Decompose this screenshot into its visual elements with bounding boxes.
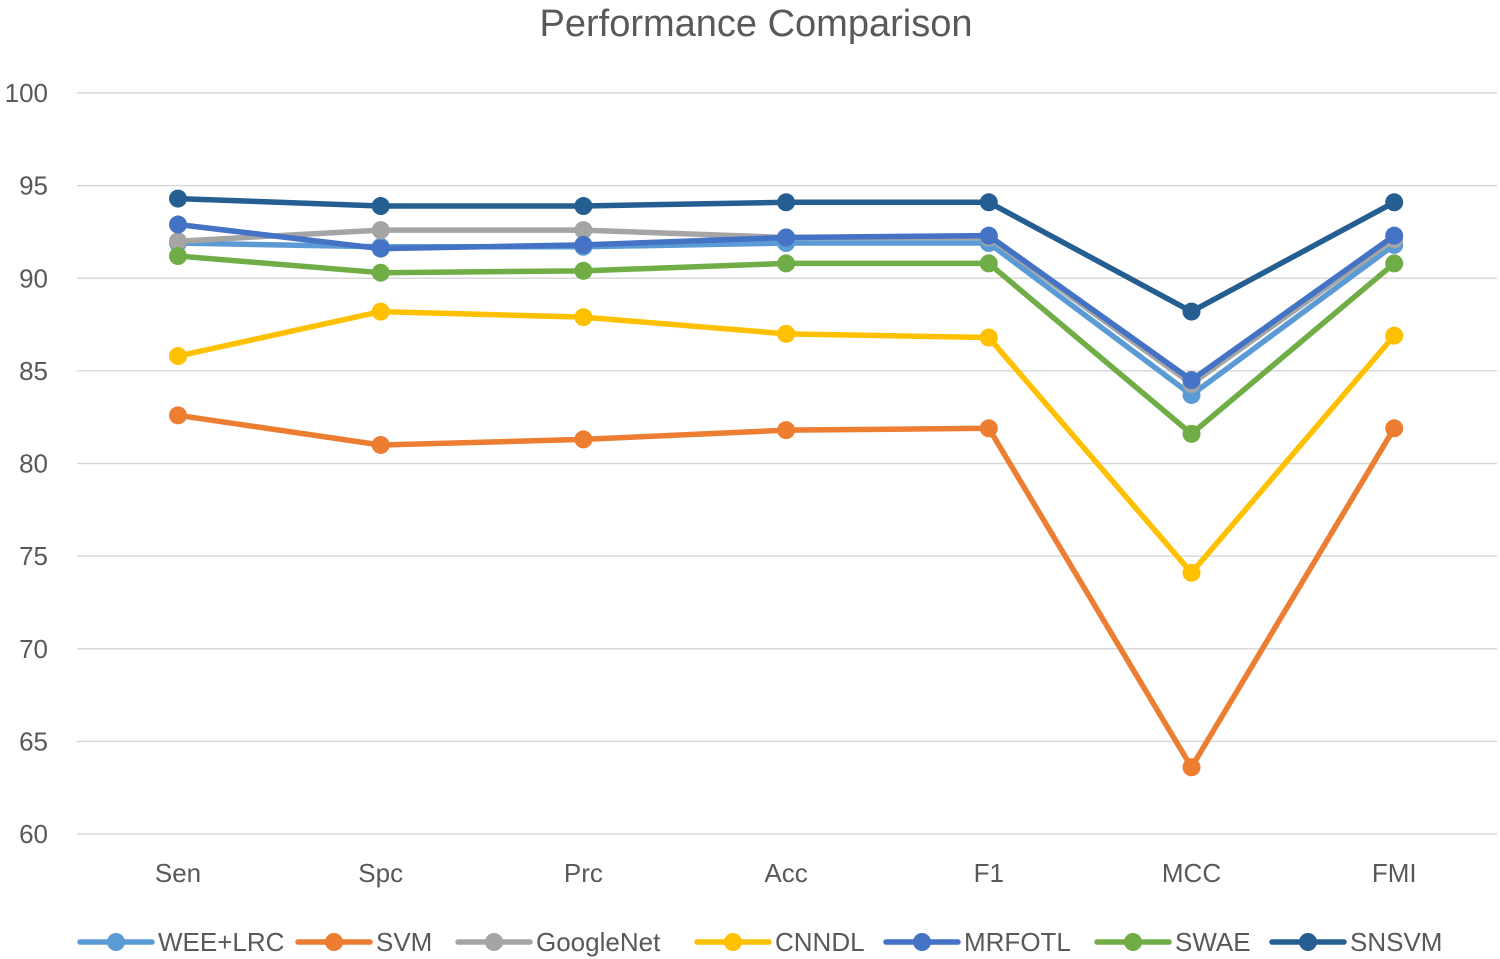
legend-label: SNSVM <box>1350 927 1442 957</box>
data-point <box>777 324 796 343</box>
x-tick-label: Acc <box>764 858 807 888</box>
data-point <box>574 308 593 327</box>
legend-swatch-marker <box>107 933 125 951</box>
data-point <box>169 347 187 366</box>
data-point <box>371 197 390 216</box>
data-point <box>1182 758 1201 777</box>
y-tick-label: 100 <box>5 78 48 108</box>
data-point <box>371 239 390 258</box>
legend-swatch-marker <box>913 933 931 951</box>
data-point <box>777 421 796 440</box>
data-point <box>169 215 187 234</box>
x-tick-label: Sen <box>155 858 201 888</box>
data-point <box>777 228 796 247</box>
legend-swatch-marker <box>724 933 742 951</box>
legend-item: MRFOTL <box>883 927 1071 957</box>
data-point <box>1385 193 1404 212</box>
data-point <box>979 328 998 347</box>
legend-swatch-marker <box>325 933 343 951</box>
series-cnndl <box>169 302 1404 582</box>
data-point <box>777 254 796 273</box>
data-point <box>169 406 187 425</box>
y-tick-label: 95 <box>19 171 48 201</box>
legend-item: CNNDL <box>694 927 865 957</box>
data-point <box>574 221 593 240</box>
data-point <box>371 302 390 321</box>
data-point <box>1385 226 1404 245</box>
y-tick-label: 65 <box>19 726 48 756</box>
data-point <box>371 263 390 282</box>
x-tick-label: FMI <box>1372 858 1417 888</box>
legend-item: WEE+LRC <box>77 927 284 957</box>
data-point <box>371 221 390 240</box>
legend-label: GoogleNet <box>536 927 661 957</box>
series-svm <box>169 406 1404 777</box>
legend-item: GoogleNet <box>455 927 661 957</box>
legend-label: MRFOTL <box>964 927 1071 957</box>
y-tick-label: 60 <box>19 819 48 849</box>
legend-label: SVM <box>376 927 432 957</box>
data-point <box>169 189 187 208</box>
series-line <box>175 227 1397 387</box>
legend-label: CNNDL <box>775 927 865 957</box>
data-point <box>777 193 796 212</box>
data-point <box>979 254 998 273</box>
legend-label: SWAE <box>1175 927 1251 957</box>
data-point <box>574 197 593 216</box>
grid-layer <box>77 92 1497 835</box>
data-point <box>979 419 998 438</box>
series-swae <box>169 247 1404 443</box>
data-point <box>169 247 187 266</box>
y-tick-label: 75 <box>19 541 48 571</box>
legend-label: WEE+LRC <box>158 927 284 957</box>
x-tick-label: MCC <box>1162 858 1221 888</box>
data-point <box>1182 371 1201 390</box>
data-point <box>574 261 593 280</box>
legend-swatch-marker <box>485 933 503 951</box>
series-line <box>175 412 1397 771</box>
data-point <box>1182 302 1201 321</box>
data-point <box>574 430 593 449</box>
data-point <box>371 435 390 454</box>
legend-swatch-marker <box>1299 933 1317 951</box>
legend: WEE+LRC SVM GoogleNet CNNDL MRFOTL SWAE SNSVM <box>77 927 1442 957</box>
legend-item: SVM <box>295 927 432 957</box>
x-axis-ticks: Sen Spc Prc Acc F1 MCC FMI <box>155 858 1417 888</box>
data-point <box>979 226 998 245</box>
data-point <box>1182 424 1201 443</box>
data-point <box>1182 563 1201 582</box>
x-tick-label: Spc <box>358 858 403 888</box>
y-tick-label: 80 <box>19 449 48 479</box>
data-point <box>1385 419 1404 438</box>
series-layer <box>169 189 1404 777</box>
data-point <box>1385 326 1404 345</box>
legend-item: SWAE <box>1094 927 1251 957</box>
legend-swatch-marker <box>1124 933 1142 951</box>
y-tick-label: 85 <box>19 356 48 386</box>
chart-title: Performance Comparison <box>540 3 973 45</box>
data-point <box>1385 254 1404 273</box>
x-tick-label: F1 <box>974 858 1004 888</box>
legend-item: SNSVM <box>1269 927 1442 957</box>
data-point <box>169 232 187 251</box>
series-mrfotl <box>169 215 1404 390</box>
y-tick-label: 90 <box>19 263 48 293</box>
data-point <box>979 193 998 212</box>
series-snsvm <box>169 189 1404 321</box>
y-axis-ticks: 60 65 70 75 80 85 90 95 100 <box>5 78 48 849</box>
x-tick-label: Prc <box>564 858 603 888</box>
y-tick-label: 70 <box>19 634 48 664</box>
series-line <box>175 253 1397 437</box>
data-point <box>574 235 593 254</box>
